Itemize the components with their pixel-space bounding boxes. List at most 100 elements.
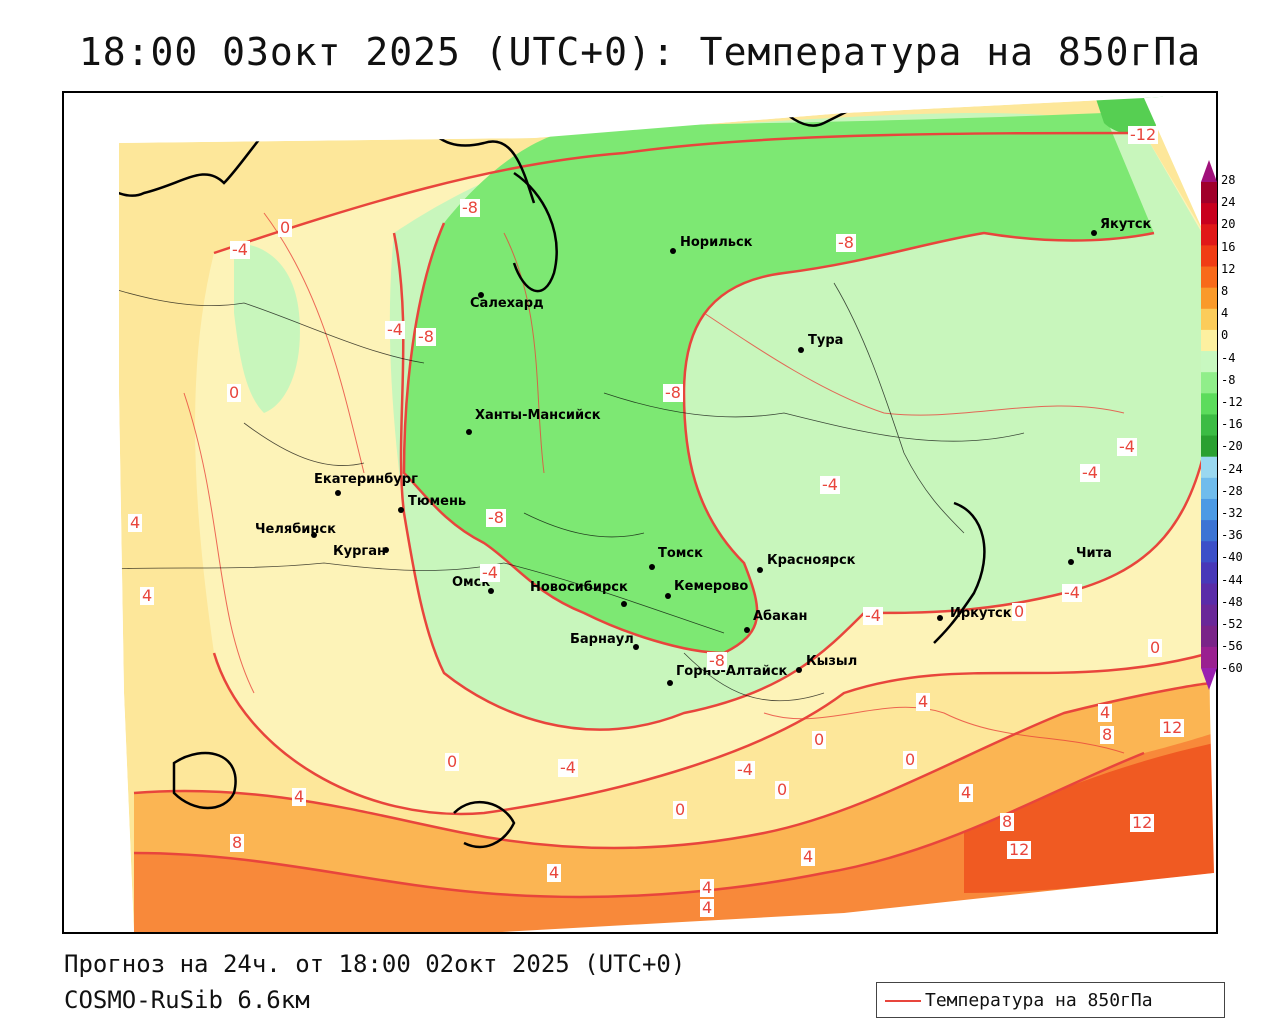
- city-marker: [398, 507, 404, 513]
- city-marker: [488, 588, 494, 594]
- colorbar-swatch: [1201, 646, 1217, 669]
- contour-value-label: -4: [480, 563, 500, 582]
- colorbar-tick-label: 12: [1221, 261, 1236, 276]
- colorbar-swatch: [1201, 266, 1217, 289]
- borders: [64, 272, 1025, 702]
- colorbar-tick-label: 20: [1221, 217, 1236, 232]
- zone-green: [404, 113, 1154, 653]
- colorbar-swatch: [1201, 245, 1217, 268]
- colorbar-tick-label: -48: [1221, 594, 1243, 609]
- city-marker: [383, 547, 389, 553]
- colorbar-tick-label: -40: [1221, 550, 1243, 565]
- colorbar-top-arrow: [1201, 160, 1217, 182]
- map-title: 18:00 03окт 2025 (UTC+0): Температура на…: [78, 30, 1202, 74]
- contour-value-label: -8: [486, 508, 506, 527]
- contour-value-label: 4: [292, 787, 307, 806]
- contour-value-label: 8: [1100, 725, 1115, 744]
- city-marker: [665, 593, 671, 599]
- city-marker: [1091, 230, 1097, 236]
- colorbar-tick-label: -36: [1221, 528, 1243, 543]
- colorbar-swatch: [1201, 562, 1217, 584]
- map-panel[interactable]: [62, 91, 1218, 934]
- colorbar-swatch: [1201, 520, 1217, 542]
- contour-value-label: 12: [1007, 840, 1032, 859]
- city-label: Курган: [333, 544, 386, 559]
- city-label: Барнаул: [570, 632, 634, 647]
- contour-value-label: -8: [836, 233, 856, 252]
- colorbar-swatch: [1201, 625, 1217, 648]
- colorbar-tick-label: -4: [1221, 350, 1236, 365]
- colorbar-swatch: [1201, 583, 1217, 606]
- city-marker: [667, 680, 673, 686]
- contour-value-label: 0: [775, 780, 790, 799]
- contour-value-label: 0: [227, 383, 242, 402]
- city-label: Иркутск: [950, 606, 1012, 621]
- contour-value-label: 0: [903, 750, 918, 769]
- city-label: Кемерово: [674, 579, 749, 594]
- contour-value-label: 12: [1160, 718, 1185, 737]
- city-marker: [937, 615, 943, 621]
- colorbar-swatch: [1201, 498, 1217, 521]
- colorbar-tick-label: 28: [1221, 173, 1236, 187]
- city-label: Челябинск: [255, 522, 336, 537]
- contour-value-label: 8: [1000, 812, 1015, 831]
- contour-value-label: -4: [1062, 583, 1082, 602]
- colorbar-tick-label: -24: [1221, 461, 1243, 476]
- contour-value-label: 0: [1148, 638, 1163, 657]
- contour-value-label: -4: [558, 758, 578, 777]
- colorbar-tick-label: -56: [1221, 639, 1243, 654]
- colorbar-tick-label: -60: [1221, 661, 1243, 676]
- contour-value-label: 4: [128, 513, 143, 532]
- colorbar-swatch: [1201, 435, 1217, 458]
- colorbar: [1201, 160, 1217, 690]
- temperature-map: [64, 93, 1216, 932]
- city-label: Новосибирск: [530, 580, 628, 595]
- city-marker: [670, 248, 676, 254]
- colorbar-tick-label: 24: [1221, 195, 1236, 210]
- colorbar-swatch: [1201, 224, 1217, 246]
- colorbar-swatch: [1201, 203, 1217, 225]
- colorbar-swatch: [1201, 329, 1217, 352]
- colorbar-swatch: [1201, 541, 1217, 563]
- contour-value-label: 4: [700, 878, 715, 897]
- city-label: Чита: [1076, 546, 1112, 561]
- colorbar-tick-label: 16: [1221, 239, 1236, 254]
- colorbar-tick-label: -8: [1221, 372, 1236, 387]
- legend-box: Температура на 850гПа: [876, 982, 1225, 1018]
- contour-value-label: 4: [700, 898, 715, 917]
- contour-value-label: 0: [445, 752, 460, 771]
- city-label: Тура: [808, 333, 844, 348]
- contour-value-label: -8: [707, 651, 727, 670]
- colorbar-swatch: [1201, 351, 1217, 373]
- colorbar-tick-label: 8: [1221, 284, 1229, 298]
- contour-value-label: 4: [1098, 703, 1113, 722]
- contour-value-label: 0: [1012, 602, 1027, 621]
- city-marker: [335, 490, 341, 496]
- contour-value-label: 0: [673, 800, 688, 819]
- contour-value-label: -4: [735, 760, 755, 779]
- contour-value-label: -8: [663, 383, 683, 402]
- colorbar-swatch: [1201, 393, 1217, 415]
- contour-value-label: -4: [385, 320, 405, 339]
- colorbar-swatch: [1201, 456, 1217, 479]
- legend-label: Температура на 850гПа: [925, 990, 1153, 1011]
- colorbar-tick-label: -16: [1221, 417, 1243, 432]
- city-marker: [478, 292, 484, 298]
- colorbar-tick-label: -44: [1221, 572, 1243, 587]
- city-marker: [744, 627, 750, 633]
- city-marker: [1068, 559, 1074, 565]
- colorbar-swatch: [1201, 308, 1217, 331]
- city-marker: [649, 564, 655, 570]
- city-marker: [796, 667, 802, 673]
- contour-value-label: -4: [820, 475, 840, 494]
- colorbar-tick-label: -28: [1221, 483, 1243, 498]
- contour-value-label: -8: [460, 198, 480, 217]
- colorbar-tick-label: 0: [1221, 328, 1229, 343]
- contour-value-label: -4: [1117, 437, 1137, 456]
- contour-value-label: 4: [140, 586, 155, 605]
- contour-value-label: 4: [916, 692, 931, 711]
- contour-value-label: 0: [278, 218, 293, 237]
- colorbar-swatch: [1201, 604, 1217, 627]
- contour-value-label: 4: [801, 847, 816, 866]
- contour-value-label: -4: [1080, 463, 1100, 482]
